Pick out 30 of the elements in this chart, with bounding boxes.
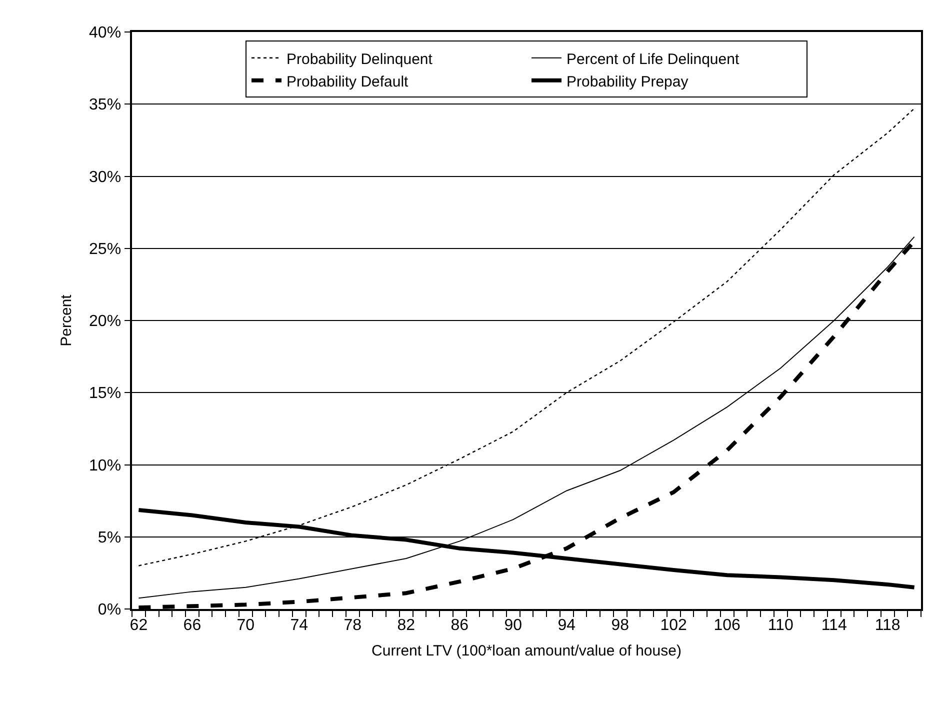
legend-label: Percent of Life Delinquent <box>566 50 740 68</box>
y-tick-label: 5% <box>98 529 122 546</box>
y-tick-label: 25% <box>89 240 122 258</box>
x-tick-label: 106 <box>714 616 741 634</box>
legend-label: Probability Default <box>286 73 410 90</box>
x-tick-label: 62 <box>130 616 148 634</box>
x-axis-title: Current LTV (100*loan amount/value of house) <box>372 642 682 660</box>
y-tick-label: 15% <box>89 385 122 402</box>
x-tick-label: 86 <box>450 616 469 634</box>
x-tick-label: 66 <box>183 616 202 634</box>
x-tick-label: 118 <box>874 616 900 634</box>
x-tick-label: 70 <box>236 616 255 634</box>
y-tick-label: 40% <box>89 24 122 42</box>
x-tick-label: 114 <box>821 616 847 634</box>
x-tick-label: 102 <box>660 616 688 634</box>
y-tick-label: 30% <box>89 168 122 186</box>
y-tick-label: 20% <box>89 313 122 330</box>
x-tick-label: 90 <box>504 616 522 634</box>
x-tick-label: 94 <box>558 616 576 634</box>
x-tick-label: 78 <box>344 616 362 634</box>
legend-label: Probability Prepay <box>566 73 689 90</box>
x-tick-label: 82 <box>397 616 416 634</box>
y-tick-label: 0% <box>98 602 122 619</box>
y-tick-label: 35% <box>89 96 122 114</box>
y-tick-label: 10% <box>89 457 122 474</box>
legend-label: Probability Delinquent <box>286 50 434 68</box>
x-tick-label: 110 <box>768 616 794 634</box>
x-tick-label: 74 <box>290 616 308 634</box>
y-axis-title: Percent <box>58 294 75 346</box>
x-tick-label: 98 <box>611 616 630 634</box>
